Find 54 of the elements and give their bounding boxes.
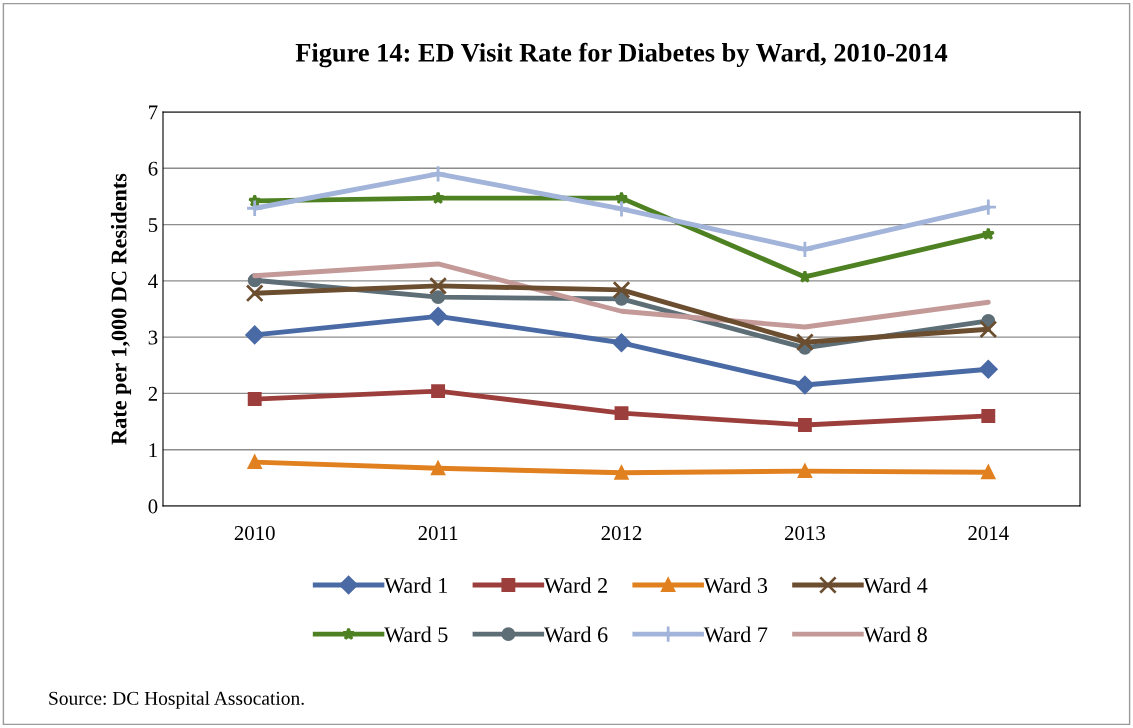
point bbox=[431, 461, 446, 476]
point bbox=[614, 465, 629, 480]
legend-label: Ward 7 bbox=[703, 626, 768, 643]
legend-label: Ward 1 bbox=[384, 577, 448, 594]
x-tick-label: 2012 bbox=[601, 526, 642, 541]
point bbox=[247, 455, 262, 470]
point bbox=[981, 409, 996, 423]
point bbox=[981, 227, 995, 241]
point bbox=[798, 269, 812, 283]
point bbox=[797, 418, 812, 432]
point bbox=[612, 199, 631, 218]
point bbox=[797, 464, 812, 479]
point bbox=[979, 320, 998, 339]
point bbox=[612, 280, 631, 299]
point bbox=[431, 191, 445, 204]
point bbox=[614, 406, 629, 421]
y-tick-label: 3 bbox=[148, 330, 158, 345]
point bbox=[795, 375, 815, 395]
y-tick-label: 1 bbox=[149, 443, 157, 457]
point bbox=[981, 465, 996, 480]
x-tick-label: 2010 bbox=[234, 526, 275, 541]
y-tick-label: 2 bbox=[148, 386, 157, 401]
source-note: Source: DC Hospital Assocation. bbox=[49, 691, 304, 709]
y-tick-label: 0 bbox=[148, 499, 158, 514]
y-tick-label: 7 bbox=[149, 105, 158, 120]
legend-label: Ward 5 bbox=[384, 626, 448, 643]
x-tick-label: 2014 bbox=[968, 526, 1009, 541]
legend-label: Ward 2 bbox=[543, 577, 607, 594]
point bbox=[795, 240, 814, 259]
point bbox=[245, 325, 264, 345]
point bbox=[247, 392, 262, 406]
point bbox=[245, 284, 264, 303]
point bbox=[612, 333, 631, 353]
point bbox=[428, 307, 448, 326]
point bbox=[245, 199, 264, 218]
legend-label: Ward 3 bbox=[703, 577, 768, 594]
point bbox=[429, 276, 448, 295]
point bbox=[431, 290, 446, 305]
point bbox=[431, 384, 446, 399]
legend-label: Ward 4 bbox=[863, 577, 928, 594]
chart-title: Figure 14: ED Visit Rate for Diabetes by Ward, 2010-2014 bbox=[295, 42, 948, 68]
legend-label: Ward 8 bbox=[863, 626, 927, 643]
point bbox=[614, 191, 629, 204]
point bbox=[429, 164, 448, 183]
x-tick-label: 2013 bbox=[784, 526, 825, 541]
y-axis-title: Rate per 1,000 DC Residents bbox=[110, 173, 132, 445]
point bbox=[979, 198, 998, 217]
y-tick-label: 5 bbox=[148, 218, 158, 232]
y-tick-label: 4 bbox=[148, 274, 158, 289]
y-tick-label: 6 bbox=[148, 161, 158, 176]
legend-label: Ward 6 bbox=[543, 626, 608, 643]
point bbox=[979, 359, 998, 379]
x-tick-label: 2011 bbox=[418, 526, 458, 541]
point bbox=[795, 333, 814, 352]
